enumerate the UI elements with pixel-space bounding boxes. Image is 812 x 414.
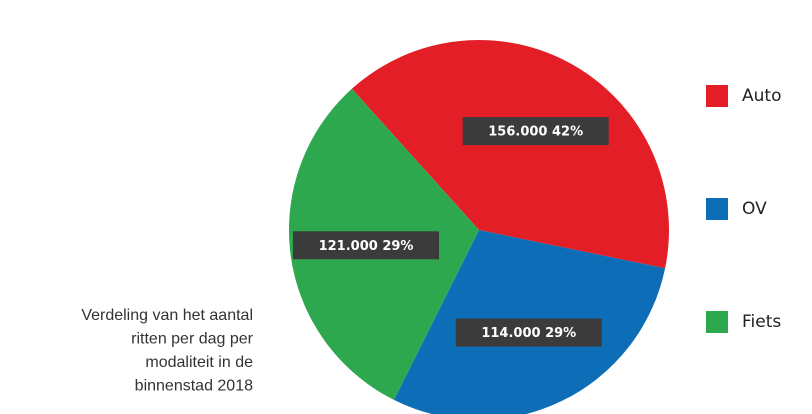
data-label: 156.000 42% [488,125,583,140]
pie-slice [351,39,670,269]
legend-label: Fiets [742,312,781,332]
caption-line: Verdeling van het aantal [81,307,253,324]
legend-swatch [706,311,728,333]
label-box [293,231,440,260]
legend-swatch [706,198,728,220]
data-label: 114.000 29% [481,326,576,341]
label-box [455,318,602,347]
label-box [462,117,609,146]
caption-line: ritten per dag per [131,331,254,348]
data-label: 121.000 29% [319,239,414,254]
legend-swatch [706,85,728,107]
caption-line: modaliteit in de [145,354,253,371]
caption-line: binnenstad 2018 [135,378,253,395]
legend-label: Auto [742,86,781,106]
legend-label: OV [742,199,767,219]
